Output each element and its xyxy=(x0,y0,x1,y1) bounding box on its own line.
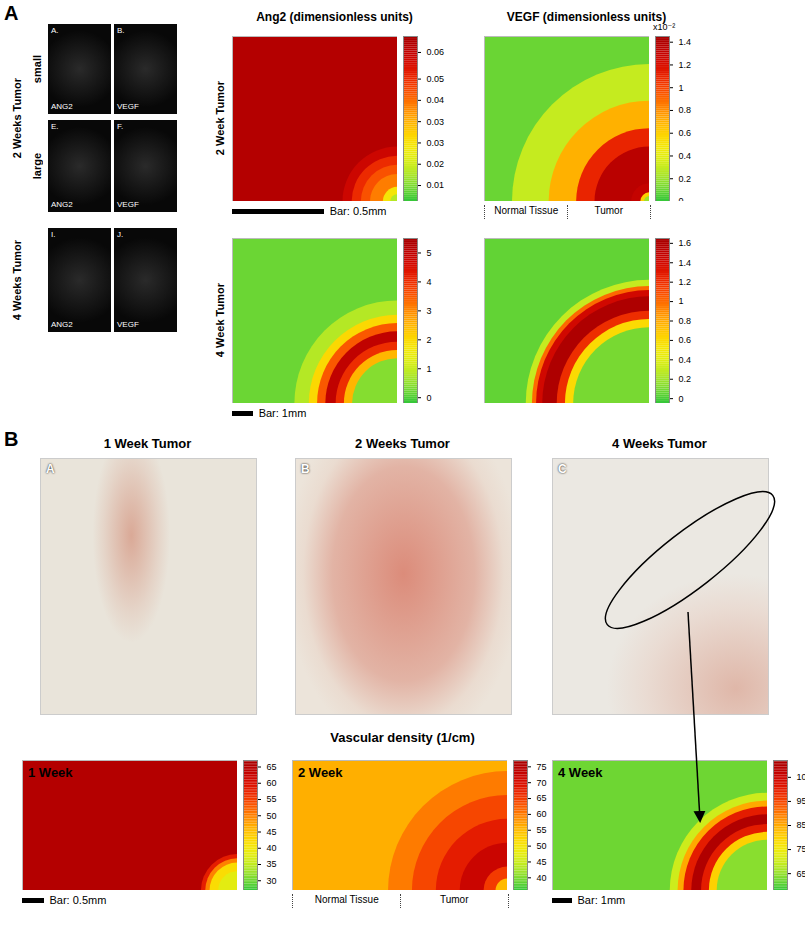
html-text:ANG2: ANG2 xyxy=(51,200,73,209)
svg-text:1.6: 1.6 xyxy=(679,238,692,248)
svg-text:0.01: 0.01 xyxy=(427,180,445,190)
html-text:2 Weeks Tumor: 2 Weeks Tumor xyxy=(11,77,23,159)
html-text:Tumor: Tumor xyxy=(440,894,469,905)
svg-text:1.4: 1.4 xyxy=(679,258,692,268)
svg-text:4: 4 xyxy=(427,277,432,287)
svg-text:0.02: 0.02 xyxy=(427,159,445,169)
html-text:2 Weeks Tumor: 2 Weeks Tumor xyxy=(355,436,450,451)
html-text:A: A xyxy=(4,2,19,24)
html-text:1 Week: 1 Week xyxy=(28,765,73,780)
svg-text:0.03: 0.03 xyxy=(427,117,445,127)
svg-text:1: 1 xyxy=(427,364,432,374)
svg-text:1.2: 1.2 xyxy=(679,60,692,70)
svg-text:0.2: 0.2 xyxy=(679,374,692,384)
svg-text:85: 85 xyxy=(797,820,805,830)
html-text:1 Week Tumor: 1 Week Tumor xyxy=(103,436,192,451)
svg-text:50: 50 xyxy=(537,841,547,851)
svg-text:0.8: 0.8 xyxy=(679,316,692,326)
svg-text:0: 0 xyxy=(679,394,684,403)
html-text:E.: E. xyxy=(51,122,59,131)
html-text:A.: A. xyxy=(51,26,59,35)
svg-text:0.03: 0.03 xyxy=(427,138,445,148)
html-text:4 Weeks Tumor: 4 Weeks Tumor xyxy=(11,239,23,321)
svg-text:75: 75 xyxy=(797,844,805,854)
html-text:I.: I. xyxy=(51,230,56,239)
svg-text:45: 45 xyxy=(267,827,277,837)
html-text:B.: B. xyxy=(117,26,125,35)
svg-text:3: 3 xyxy=(427,306,432,316)
svg-text:0.6: 0.6 xyxy=(679,128,692,138)
svg-text:1: 1 xyxy=(679,296,684,306)
html-text:Vascular density (1/cm): Vascular density (1/cm) xyxy=(330,730,475,745)
html-text:A: A xyxy=(46,462,55,476)
html-text:2 Week Tumor: 2 Week Tumor xyxy=(214,81,226,156)
html-text:C: C xyxy=(558,462,567,476)
html-text:Bar: 0.5mm: Bar: 0.5mm xyxy=(329,205,387,217)
svg-text:0.05: 0.05 xyxy=(427,74,445,84)
html-text:B: B xyxy=(301,462,310,476)
html-text:large: large xyxy=(31,152,43,180)
svg-text:0.04: 0.04 xyxy=(427,95,445,105)
html-text:F.: F. xyxy=(117,122,124,131)
svg-text:65: 65 xyxy=(537,793,547,803)
html-text:4 Week: 4 Week xyxy=(558,765,603,780)
svg-text:95: 95 xyxy=(797,796,805,806)
html-text:ANG2: ANG2 xyxy=(51,320,73,329)
html-text:Ang2 (dimensionless units): Ang2 (dimensionless units) xyxy=(256,10,413,24)
svg-text:2: 2 xyxy=(427,335,432,345)
html-text:4 Weeks Tumor: 4 Weeks Tumor xyxy=(612,436,707,451)
svg-text:30: 30 xyxy=(267,876,277,886)
html-text:Bar: 1mm: Bar: 1mm xyxy=(577,894,626,906)
html-text:VEGF: VEGF xyxy=(117,102,139,111)
svg-text:5: 5 xyxy=(427,248,432,258)
html-text:4 Week Tumor: 4 Week Tumor xyxy=(214,283,226,358)
html-text:VEGF: VEGF xyxy=(117,320,139,329)
svg-text:0.8: 0.8 xyxy=(679,105,692,115)
svg-text:65: 65 xyxy=(267,762,277,772)
html-text:Tumor: Tumor xyxy=(594,205,623,216)
html-text:2 Week: 2 Week xyxy=(298,765,343,780)
svg-text:65: 65 xyxy=(797,869,805,879)
html-text:x10⁻²: x10⁻² xyxy=(653,22,676,32)
svg-text:35: 35 xyxy=(267,859,277,869)
svg-text:0.4: 0.4 xyxy=(679,355,692,365)
svg-text:55: 55 xyxy=(537,825,547,835)
svg-text:75: 75 xyxy=(537,762,547,772)
svg-text:45: 45 xyxy=(537,857,547,867)
html-text:B: B xyxy=(4,428,19,450)
svg-text:60: 60 xyxy=(537,809,547,819)
svg-text:0.2: 0.2 xyxy=(679,174,692,184)
html-text:Normal Tissue: Normal Tissue xyxy=(314,894,379,905)
html-text:J.: J. xyxy=(117,230,124,239)
svg-text:55: 55 xyxy=(267,794,277,804)
svg-text:0.6: 0.6 xyxy=(679,335,692,345)
html-text:VEGF (dimensionless units): VEGF (dimensionless units) xyxy=(506,10,667,24)
html-text:VEGF: VEGF xyxy=(117,200,139,209)
svg-text:40: 40 xyxy=(537,873,547,883)
html-text:ANG2: ANG2 xyxy=(51,102,73,111)
svg-text:0.4: 0.4 xyxy=(679,151,692,161)
svg-text:0.06: 0.06 xyxy=(427,47,445,57)
svg-text:50: 50 xyxy=(267,811,277,821)
svg-text:0: 0 xyxy=(679,196,684,201)
svg-text:70: 70 xyxy=(537,778,547,788)
svg-text:1.2: 1.2 xyxy=(679,277,692,287)
svg-text:1.4: 1.4 xyxy=(679,37,692,47)
svg-text:1: 1 xyxy=(679,83,684,93)
html-text:small: small xyxy=(31,54,43,84)
html-text:Bar: 1mm: Bar: 1mm xyxy=(258,407,307,419)
svg-text:60: 60 xyxy=(267,778,277,788)
html-text:Normal Tissue: Normal Tissue xyxy=(494,205,559,216)
html-text:Bar: 0.5mm: Bar: 0.5mm xyxy=(49,894,107,906)
svg-text:0: 0 xyxy=(427,393,432,403)
svg-text:40: 40 xyxy=(267,843,277,853)
svg-text:105: 105 xyxy=(797,772,805,782)
